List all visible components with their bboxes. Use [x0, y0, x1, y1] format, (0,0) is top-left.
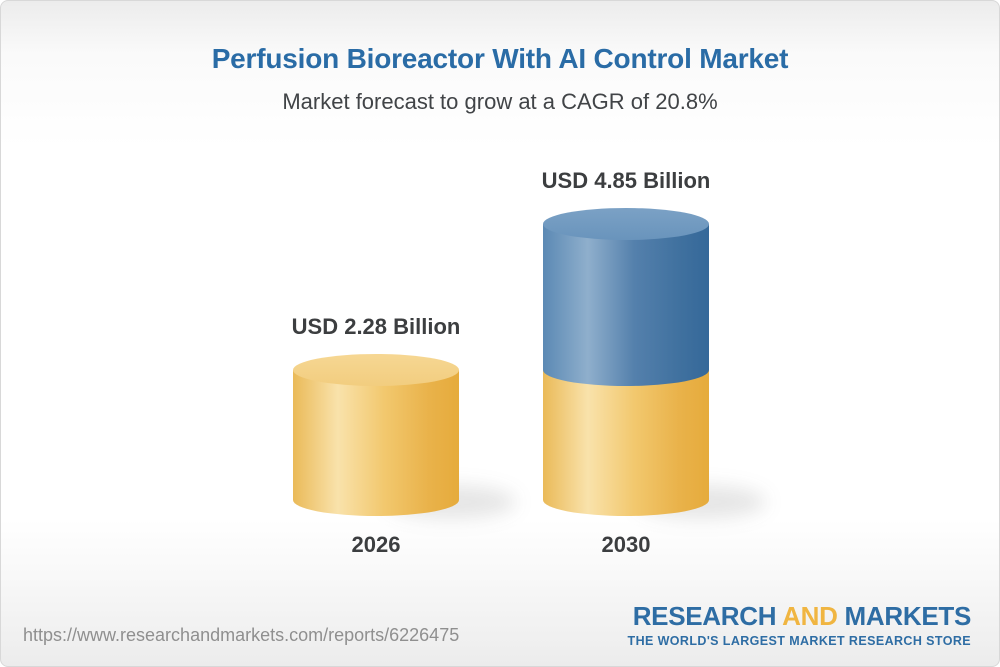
bar-2030-base-segment-bottom — [543, 484, 709, 516]
bar-2026-category-label: 2026 — [351, 532, 401, 557]
bar-2026-value-label: USD 2.28 Billion — [291, 314, 461, 340]
logo-word-and: AND — [782, 601, 838, 631]
bar-2030-growth-segment-body — [543, 223, 709, 371]
bar-2030-value-label: USD 4.85 Billion — [541, 167, 711, 193]
logo-tagline: THE WORLD'S LARGEST MARKET RESEARCH STOR… — [627, 634, 971, 648]
bar-2030-base-segment-body — [543, 370, 709, 500]
logo-word-markets: MARKETS — [844, 601, 972, 631]
report-url: https://www.researchandmarkets.com/repor… — [23, 625, 460, 645]
logo-word-research: RESEARCH — [632, 601, 777, 631]
bar-2026-cylinder-top — [293, 354, 459, 387]
bar-2030-growth-segment-top — [543, 207, 709, 240]
bar-2030-growth-segment-bottom — [543, 354, 709, 387]
bar-2026-cylinder-body — [293, 370, 459, 500]
header: Perfusion Bioreactor With AI Control Mar… — [1, 1, 999, 115]
page-title: Perfusion Bioreactor With AI Control Mar… — [211, 43, 789, 74]
research-and-markets-logo: RESEARCH AND MARKETS THE WORLD'S LARGEST… — [627, 601, 972, 648]
bar-2026-cylinder-bottom — [293, 484, 459, 516]
page-subtitle: Market forecast to grow at a CAGR of 20.… — [282, 89, 718, 114]
bar-2030-category-label: 2030 — [601, 532, 651, 557]
logo-wordmark: RESEARCH AND MARKETS — [628, 601, 972, 632]
